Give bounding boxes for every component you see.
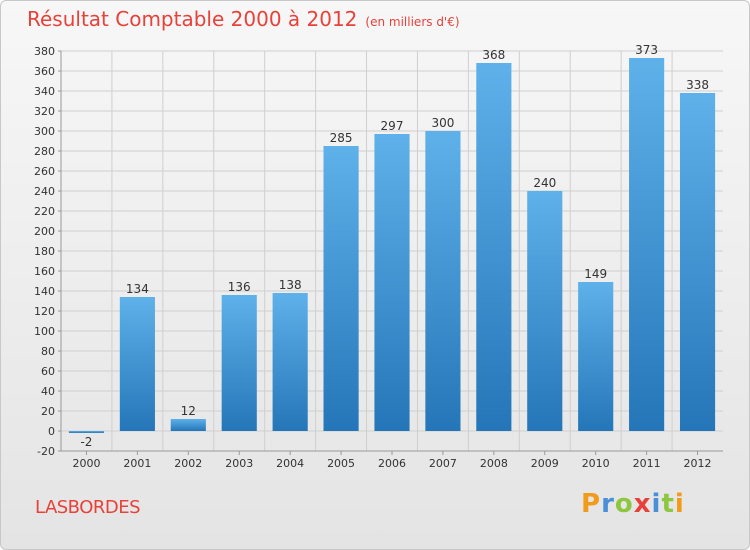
x-tick-label: 2003 bbox=[225, 457, 253, 470]
logo-letter: i bbox=[674, 489, 685, 519]
x-tick-label: 2006 bbox=[378, 457, 406, 470]
proxiti-logo[interactable]: Proxiti bbox=[581, 489, 685, 519]
y-tick-label: 380 bbox=[34, 45, 55, 58]
bar bbox=[425, 131, 461, 431]
bar bbox=[221, 295, 257, 431]
y-tick-label: 240 bbox=[34, 185, 55, 198]
data-label: 338 bbox=[686, 78, 709, 92]
x-tick-label: 2009 bbox=[531, 457, 559, 470]
y-tick-label: 260 bbox=[34, 165, 55, 178]
y-tick-label: 220 bbox=[34, 205, 55, 218]
logo-letter: t bbox=[661, 489, 675, 519]
y-tick-label: -20 bbox=[37, 445, 55, 458]
y-tick-label: 120 bbox=[34, 305, 55, 318]
bar bbox=[578, 282, 614, 431]
town-name: LASBORDES bbox=[35, 497, 141, 518]
x-tick-label: 2004 bbox=[276, 457, 304, 470]
x-tick-label: 2012 bbox=[684, 457, 712, 470]
bar bbox=[68, 431, 105, 433]
logo-letter: o bbox=[614, 489, 634, 519]
chart-title-text: Résultat Comptable 2000 à 2012 bbox=[27, 7, 358, 31]
data-label: 134 bbox=[126, 282, 149, 296]
data-label: 240 bbox=[533, 176, 556, 190]
y-tick-label: 20 bbox=[41, 405, 55, 418]
y-tick-label: 60 bbox=[41, 365, 55, 378]
bar bbox=[170, 419, 206, 431]
y-tick-label: 40 bbox=[41, 385, 55, 398]
x-tick-label: 2000 bbox=[72, 457, 100, 470]
x-tick-label: 2011 bbox=[633, 457, 661, 470]
y-tick-label: 140 bbox=[34, 285, 55, 298]
x-tick-label: 2001 bbox=[123, 457, 151, 470]
y-tick-label: 300 bbox=[34, 125, 55, 138]
bar bbox=[629, 58, 665, 431]
y-tick-label: 180 bbox=[34, 245, 55, 258]
bar bbox=[527, 191, 563, 431]
logo-letter: r bbox=[601, 489, 615, 519]
label-layer: -2 134 12 136 138 285 297 300 368 240 149 373 338 bbox=[80, 43, 709, 449]
data-label: 149 bbox=[584, 267, 607, 281]
x-tick-label: 2008 bbox=[480, 457, 508, 470]
bar bbox=[119, 297, 155, 431]
y-tick-label: 100 bbox=[34, 325, 55, 338]
y-tick-label: 200 bbox=[34, 225, 55, 238]
y-tick-label: 320 bbox=[34, 105, 55, 118]
x-tick-label: 2002 bbox=[174, 457, 202, 470]
logo-letter: x bbox=[633, 489, 652, 519]
logo-letter: P bbox=[581, 489, 602, 519]
y-tick-label: 80 bbox=[41, 345, 55, 358]
data-label: 368 bbox=[482, 48, 505, 62]
data-label: 297 bbox=[381, 119, 404, 133]
bar bbox=[476, 63, 512, 431]
y-tick-label: 160 bbox=[34, 265, 55, 278]
bar bbox=[679, 93, 716, 431]
y-tick-label: 360 bbox=[34, 65, 55, 78]
x-tick-label: 2010 bbox=[582, 457, 610, 470]
y-tick-label: 0 bbox=[48, 425, 55, 438]
x-tick-label: 2005 bbox=[327, 457, 355, 470]
data-label: 285 bbox=[330, 131, 353, 145]
chart-title: Résultat Comptable 2000 à 2012 (en millie… bbox=[27, 7, 460, 31]
bar bbox=[272, 293, 308, 431]
data-label: 300 bbox=[431, 116, 454, 130]
y-tick-label: 280 bbox=[34, 145, 55, 158]
chart-subtitle: (en milliers d'€) bbox=[365, 15, 460, 29]
x-tick-label: 2007 bbox=[429, 457, 457, 470]
logo-letter: i bbox=[651, 489, 662, 519]
axis-layer: -20 0 20 40 60 80 100 120 140 160 180 200 220 240 260 2… bbox=[34, 45, 723, 470]
bar-chart: -20 0 20 40 60 80 100 120 140 160 180 200 220 240 260 2… bbox=[34, 43, 723, 470]
data-label: 136 bbox=[228, 280, 251, 294]
data-label: -2 bbox=[80, 435, 92, 449]
data-label: 12 bbox=[181, 404, 196, 418]
data-label: 138 bbox=[279, 278, 302, 292]
bar bbox=[374, 134, 410, 431]
bar bbox=[323, 146, 359, 431]
data-label: 373 bbox=[635, 43, 658, 57]
bar-layer bbox=[68, 58, 716, 433]
y-tick-label: 340 bbox=[34, 85, 55, 98]
